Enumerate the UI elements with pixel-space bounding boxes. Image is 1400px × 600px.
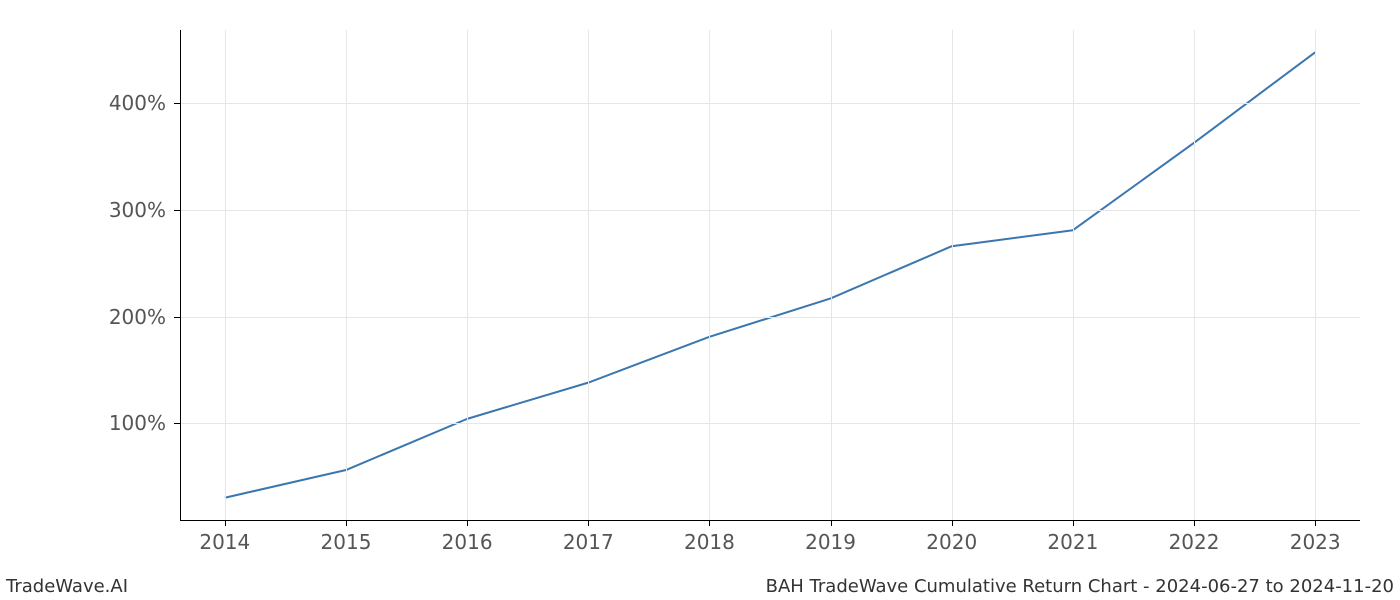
x-tick-label: 2016 <box>442 530 493 554</box>
x-tick-label: 2014 <box>199 530 250 554</box>
chart-container: 2014 2015 2016 2017 2018 2019 2020 2021 2022 2023… <box>0 0 1400 600</box>
x-tick-label: 2015 <box>321 530 372 554</box>
y-tick-label: 200% <box>86 305 166 329</box>
plot-area: 2014201520162017201820192020202120222023… <box>180 30 1360 520</box>
x-tick-label: 2023 <box>1290 530 1341 554</box>
footer-right-text: BAH TradeWave Cumulative Return Chart - … <box>766 576 1394 597</box>
x-tick-label: 2021 <box>1047 530 1098 554</box>
y-tick-label: 400% <box>86 91 166 115</box>
grid-line-horizontal <box>180 103 1360 104</box>
x-tick-label: 2019 <box>805 530 856 554</box>
grid-line-horizontal <box>180 210 1360 211</box>
x-tick-label: 2020 <box>926 530 977 554</box>
x-tick-label: 2018 <box>684 530 735 554</box>
axis-spine-bottom <box>180 520 1360 521</box>
x-tick-label: 2017 <box>563 530 614 554</box>
y-tick-label: 100% <box>86 411 166 435</box>
axis-spine-left <box>180 30 181 520</box>
grid-line-horizontal <box>180 317 1360 318</box>
grid-line-horizontal <box>180 423 1360 424</box>
x-tick-label: 2022 <box>1169 530 1220 554</box>
y-tick-label: 300% <box>86 198 166 222</box>
return-line <box>225 52 1315 497</box>
footer-left-text: TradeWave.AI <box>6 576 128 597</box>
